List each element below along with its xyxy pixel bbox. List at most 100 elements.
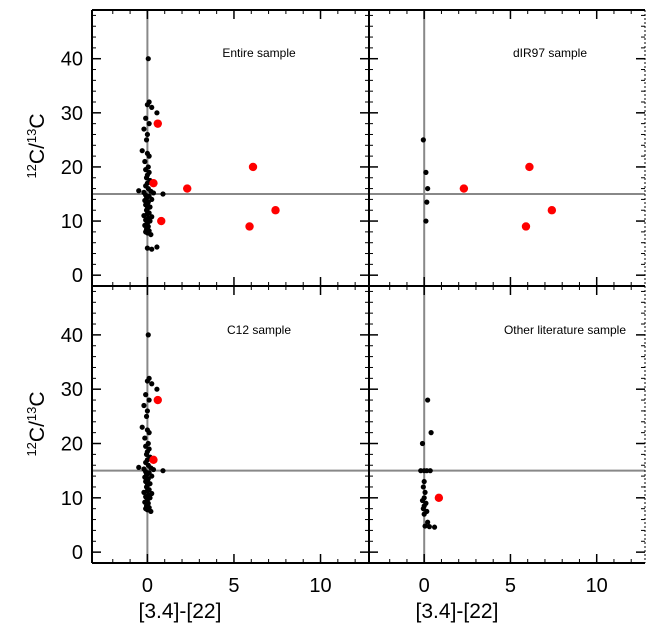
x-tick-label: 0: [419, 575, 430, 597]
data-point-black: [146, 121, 152, 127]
panel-3: 0 5 10 0 10 20 30 40 C12 sample: [61, 285, 370, 597]
data-point-red: [434, 493, 444, 503]
y-tick-label: 10: [61, 211, 83, 233]
y-tick-label: 20: [61, 157, 83, 179]
data-point-black: [427, 468, 433, 474]
data-point-black: [150, 190, 157, 196]
data-point-black: [142, 435, 148, 441]
data-point-black: [141, 489, 147, 495]
data-point-red: [245, 222, 254, 231]
y-axis-label-bottom-sup1: 12: [24, 442, 39, 456]
data-point-black: [421, 478, 427, 485]
data-point-red: [183, 184, 192, 193]
y-tick-label: 10: [61, 488, 83, 510]
data-point-black: [146, 430, 152, 436]
data-point-black: [146, 397, 152, 403]
y-axis-label-top-text1: C/: [26, 143, 49, 164]
data-point-black: [148, 508, 154, 515]
data-point-black: [425, 185, 431, 192]
data-point-black: [425, 397, 431, 403]
data-point-black: [144, 245, 150, 251]
data-point-red: [271, 206, 280, 215]
x-tick-label: 10: [309, 575, 331, 597]
data-point-black: [420, 484, 426, 490]
panel-4: 0 5 10 Other literature sample: [368, 285, 646, 597]
data-point-black: [154, 244, 160, 250]
y-tick-label: 20: [61, 434, 83, 456]
panel-title: C12 sample: [227, 323, 291, 337]
data-point-black: [150, 466, 157, 473]
data-point-black: [139, 424, 145, 430]
y-axis-label-bottom: 12C/13C: [24, 391, 49, 456]
y-axis-label-top-sup1: 12: [24, 164, 39, 178]
x-tick-label: 5: [228, 575, 239, 597]
data-point-black: [136, 188, 142, 194]
data-point-black: [145, 332, 151, 338]
data-point-black: [143, 115, 149, 121]
data-point-black: [422, 489, 428, 495]
data-point-red: [153, 395, 162, 405]
data-point-black: [146, 153, 152, 159]
data-point-black: [144, 131, 150, 138]
panel-1: 0 10 20 30 40 Entire sample: [61, 9, 370, 287]
data-point-black: [431, 524, 438, 530]
data-point-black: [143, 413, 150, 419]
data-point-black: [149, 246, 155, 252]
data-point-black: [423, 218, 429, 224]
data-point-black: [142, 158, 148, 165]
data-point-red: [149, 178, 158, 188]
data-point-red: [521, 222, 531, 231]
data-point-red: [157, 216, 166, 226]
y-axis-label-top: 12C/13C: [24, 113, 49, 178]
y-tick-label: 0: [72, 265, 83, 287]
data-point-black: [141, 126, 147, 132]
data-point-black: [420, 137, 426, 143]
panel-title: Entire sample: [222, 46, 296, 60]
x-tick-label: 0: [142, 575, 153, 597]
panel-title: dIR97 sample: [513, 46, 587, 60]
x-axis-label-left: [3.4]-[22]: [139, 600, 222, 623]
data-point-black: [141, 402, 147, 409]
data-point-black: [428, 430, 434, 436]
data-point-red: [149, 455, 158, 465]
data-point-black: [149, 104, 155, 111]
data-point-black: [422, 523, 428, 529]
y-tick-label: 0: [72, 542, 83, 564]
data-point-red: [547, 206, 557, 215]
y-axis-label-top-sup2: 13: [24, 129, 39, 143]
data-point-black: [144, 102, 150, 108]
x-axis-label-right: [3.4]-[22]: [416, 600, 499, 623]
data-point-black: [160, 191, 166, 197]
y-tick-label: 40: [61, 325, 83, 347]
data-point-black: [141, 213, 147, 219]
data-point-black: [423, 169, 429, 175]
y-axis-label-bottom-text2: C: [26, 391, 49, 406]
data-point-black: [139, 148, 145, 154]
panels-layer: 0 10 20 30 40 Entire sample dIR97 sample 0 5 10 0 1…: [61, 9, 646, 597]
panel-2: dIR97 sample: [368, 9, 646, 287]
y-axis-label-top-text2: C: [26, 113, 49, 128]
data-point-black: [421, 511, 427, 517]
data-point-black: [160, 468, 166, 474]
data-point-red: [248, 162, 258, 172]
y-tick-label: 40: [61, 49, 83, 71]
y-tick-label: 30: [61, 379, 83, 401]
data-point-black: [149, 381, 155, 387]
data-point-black: [145, 56, 151, 62]
data-point-black: [154, 386, 160, 392]
data-point-black: [144, 408, 150, 414]
data-point-black: [143, 392, 149, 398]
y-axis-label-bottom-sup2: 13: [24, 407, 39, 421]
y-tick-label: 30: [61, 103, 83, 125]
data-point-black: [148, 231, 154, 238]
panel-title: Other literature sample: [504, 323, 626, 337]
data-point-black: [426, 524, 432, 530]
x-tick-label: 10: [586, 575, 608, 597]
y-axis-label-bottom-text1: C/: [26, 421, 49, 442]
data-point-black: [143, 137, 150, 143]
data-point-red: [153, 119, 162, 128]
data-point-red: [459, 184, 469, 193]
data-point-red: [525, 162, 534, 172]
data-point-black: [144, 378, 150, 384]
